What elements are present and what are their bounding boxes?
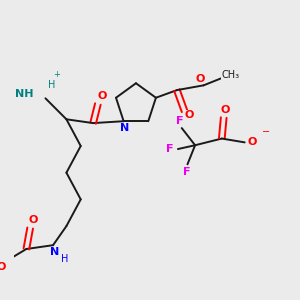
Text: H: H bbox=[61, 254, 68, 263]
Text: NH: NH bbox=[16, 88, 34, 98]
Text: O: O bbox=[221, 105, 230, 115]
Text: O: O bbox=[97, 92, 106, 101]
Text: O: O bbox=[0, 262, 6, 272]
Text: F: F bbox=[166, 144, 173, 154]
Text: F: F bbox=[183, 167, 190, 177]
Text: CH₃: CH₃ bbox=[221, 70, 239, 80]
Text: O: O bbox=[248, 137, 257, 147]
Text: O: O bbox=[28, 215, 38, 225]
Text: +: + bbox=[53, 70, 60, 79]
Text: O: O bbox=[195, 74, 205, 84]
Text: −: − bbox=[262, 127, 270, 136]
Text: N: N bbox=[120, 123, 129, 133]
Text: N: N bbox=[50, 247, 60, 257]
Text: F: F bbox=[176, 116, 184, 126]
Text: O: O bbox=[184, 110, 194, 120]
Text: H: H bbox=[48, 80, 56, 90]
